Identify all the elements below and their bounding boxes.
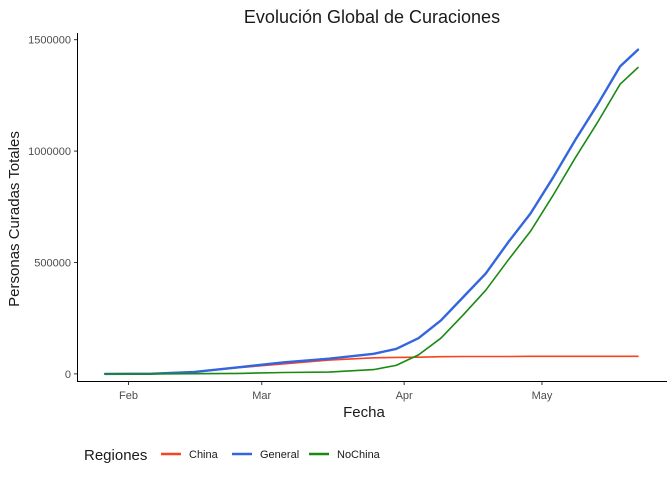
y-axis-title: Personas Curadas Totales bbox=[6, 131, 23, 307]
series-line-general bbox=[103, 48, 640, 376]
x-axis-title: Fecha bbox=[343, 404, 385, 421]
y-tick-label: 1500000 bbox=[28, 35, 71, 47]
legend-label-china: China bbox=[189, 449, 219, 461]
x-tick-label: Apr bbox=[396, 390, 413, 402]
y-tick-label: 500000 bbox=[34, 257, 71, 269]
x-tick-label: Feb bbox=[119, 390, 138, 402]
legend-title: Regiones bbox=[84, 447, 147, 464]
y-tick-label: 1000000 bbox=[28, 146, 71, 158]
legend-label-general: General bbox=[260, 449, 299, 461]
x-ticks: Feb Mar Apr May bbox=[119, 382, 553, 402]
chart-title: Evolución Global de Curaciones bbox=[244, 7, 500, 27]
series-line-nochina bbox=[104, 66, 639, 375]
x-tick-label: Mar bbox=[252, 390, 271, 402]
plot-area bbox=[103, 48, 640, 376]
legend: Regiones China General NoChina bbox=[84, 447, 381, 464]
y-tick-label: 0 bbox=[65, 369, 71, 381]
x-tick-label: May bbox=[532, 390, 553, 402]
y-ticks: 0 500000 1000000 1500000 bbox=[28, 35, 77, 381]
legend-label-nochina: NoChina bbox=[337, 449, 381, 461]
